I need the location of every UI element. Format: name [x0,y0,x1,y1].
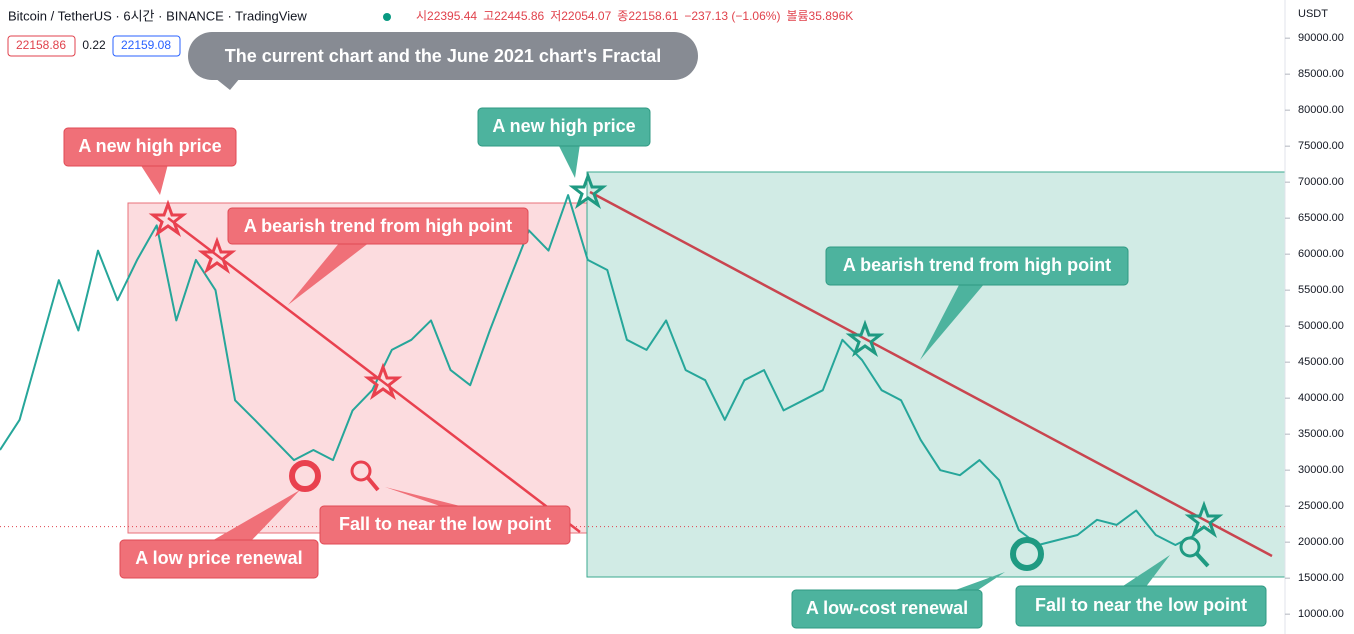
magnifier [366,476,380,492]
annotation: Fall to near the low point [1035,595,1247,615]
ohlc: 시22395.44 고22445.86 저22054.07 종22158.61 −237… [416,9,853,23]
y-tick-label: 15000.00 [1298,572,1344,584]
star [148,199,188,237]
spread: 0.22 [82,38,106,52]
magnifier [1179,536,1201,558]
annotation: A bearish trend from high point [244,216,512,236]
symbol-title: Bitcoin / TetherUS · 6시간 · BINANCE · Tra… [8,8,307,23]
ohlc-value: 저22054.07 [550,9,611,23]
annotation: A bearish trend from high point [843,255,1111,275]
bubble [825,246,1129,286]
circle [1010,537,1044,571]
bubble [227,207,529,245]
annotation: A low price renewal [135,548,302,568]
y-axis: 10000.00 15000.00 20000.00 25000.00 30000.00… [1285,32,1344,620]
bubble [791,589,983,629]
star [197,236,237,274]
star [1184,500,1224,538]
plot [0,194,1285,546]
annotations: The current chart and the June 2021 char… [63,32,1267,629]
y-tick-label: 35000.00 [1298,428,1344,440]
annotation: The current chart and the June 2021 char… [225,46,661,66]
y-tick-label: 75000.00 [1298,140,1344,152]
bubble [477,107,651,147]
annotation: A new high price [78,136,221,156]
y-tick-label: 45000.00 [1298,356,1344,368]
markers [148,171,1224,571]
bubble [119,539,319,579]
bubble [63,127,237,167]
y-tick-label: 60000.00 [1298,248,1344,260]
bubble [319,505,571,545]
y-tick-label: 40000.00 [1298,392,1344,404]
annotation: A new high price [492,116,635,136]
magnifier [1195,552,1210,568]
y-tick-label: 70000.00 [1298,176,1344,188]
bubble [1015,585,1267,627]
ohlc-value: 시22395.44 [416,9,477,23]
trend-line [167,217,581,533]
currency: USDT [1298,8,1328,20]
y-tick-label: 10000.00 [1298,608,1344,620]
bubble [188,32,698,80]
circle [289,460,321,492]
y-tick-label: 50000.00 [1298,320,1344,332]
y-tick-label: 30000.00 [1298,464,1344,476]
magnifier [350,460,372,482]
ohlc-value: −237.13 (−1.06%) [684,9,780,23]
y-tick-label: 65000.00 [1298,212,1344,224]
y-tick-label: 55000.00 [1298,284,1344,296]
teal-zone [586,171,1286,578]
annotation: Fall to near the low point [339,514,551,534]
price-tag [112,35,181,57]
price-tag [7,35,76,57]
y-tick-label: 90000.00 [1298,32,1344,44]
status-dot [383,13,391,21]
ohlc-value: 볼륨35.896K [786,9,853,23]
y-tick-label: 80000.00 [1298,104,1344,116]
star [363,362,403,400]
y-tick-label: 25000.00 [1298,500,1344,512]
y-tick-label: 85000.00 [1298,68,1344,80]
trend-line [589,190,1273,558]
y-tick-label: 20000.00 [1298,536,1344,548]
ohlc-value: 고22445.86 [483,9,544,23]
ohlc-value: 종22158.61 [617,9,678,23]
price-tag-text: 22158.86 [16,38,66,52]
price-line [0,194,1196,546]
star [845,319,885,357]
price-tag-text: 22159.08 [121,38,171,52]
annotation: A low-cost renewal [806,598,968,618]
star [568,171,608,209]
